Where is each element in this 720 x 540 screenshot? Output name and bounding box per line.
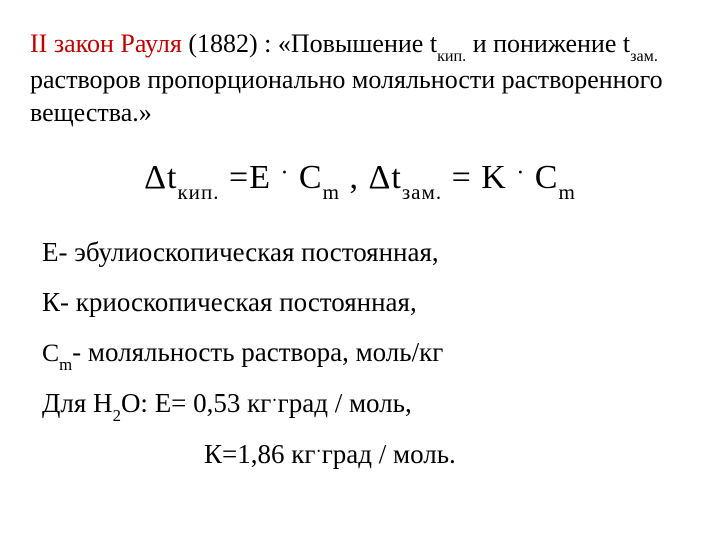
h2o-sub: 2 [113,406,121,425]
eq-e: =E [220,159,281,196]
delta-t-zam: Δt [369,159,402,196]
k-val-pre: К=1,86 кг [204,439,315,469]
def-e: Е- эбулиоскопическая постоянная, [42,232,690,274]
t-kip: t [430,29,437,58]
law-title: II закон Рауля [30,29,182,58]
intro-year: (1882) [188,29,257,58]
slide-content: II закон Рауля (1882) : «Повышение tкип.… [0,0,720,476]
h2o-tail: град / моль, [278,388,412,418]
def-cm: Cm- моляльность раствора, моль/кг [42,332,690,375]
main-formula: Δtкип. =E · Cm , Δtзам. = K · Cm [30,159,690,202]
c-m-2-sub: m [558,180,575,204]
formula-comma: , [340,159,369,196]
h2o-post: O: Е= 0,53 кг [121,388,271,418]
def-h2o-e: Для Н2O: Е= 0,53 кг·град / моль, [42,383,690,426]
delta-t-zam-sub: зам. [402,180,442,204]
c-m-1-sub: m [323,180,340,204]
delta-t-kip: Δt [144,159,177,196]
dot-icon: · [271,390,277,411]
intro-sep: : «Повышение [258,29,430,58]
k-val-tail: град / моль. [322,439,456,469]
dot-icon: · [315,441,321,462]
cm-text: - моляльность раствора, моль/кг [72,337,443,367]
def-h2o-k: К=1,86 кг·град / моль. [42,434,690,476]
t-zam-sub: зам. [630,48,658,65]
cm-symbol: C [42,338,59,367]
delta-t-kip-sub: кип. [177,180,219,204]
t-kip-sub: кип. [437,48,466,65]
dot-icon: · [516,160,525,186]
intro-mid: и понижение [466,29,623,58]
definitions: Е- эбулиоскопическая постоянная, К- крио… [30,232,690,476]
h2o-pre: Для Н [42,388,113,418]
c-m-1: C [289,159,322,196]
dot-icon: · [280,160,289,186]
cm-sub: m [59,355,72,374]
intro-tail: растворов пропорционально моляльности ра… [30,65,663,127]
def-k: К- криоскопическая постоянная, [42,282,690,324]
c-m-2: C [525,159,558,196]
eq-k: = K [442,159,516,196]
intro-paragraph: II закон Рауля (1882) : «Повышение tкип.… [30,28,690,129]
